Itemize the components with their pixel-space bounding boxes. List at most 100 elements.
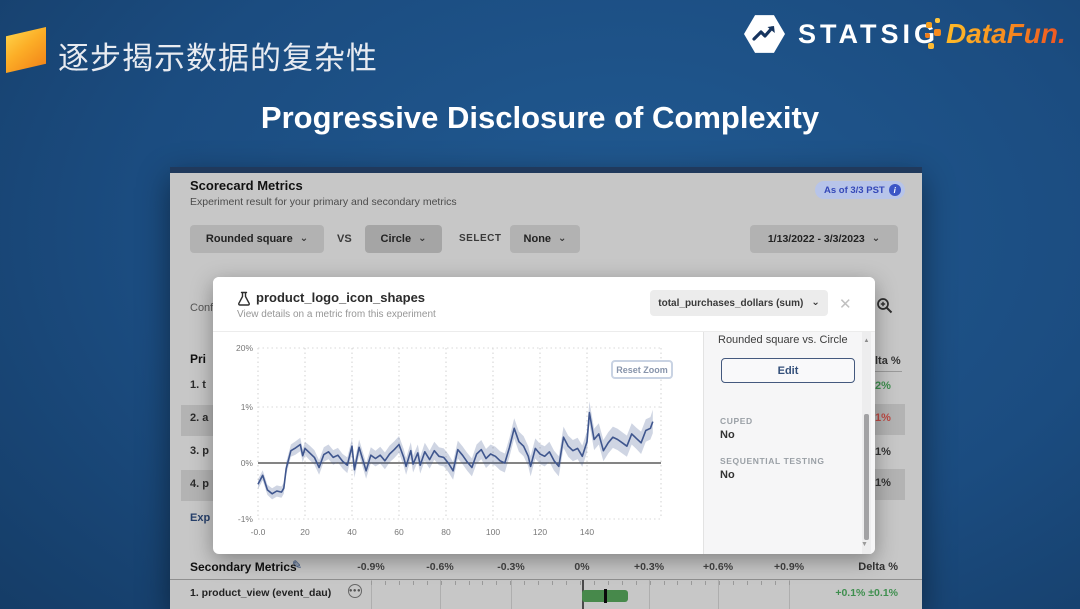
- accent-ribbon-shape: [6, 27, 46, 73]
- minor-tick: [398, 581, 400, 585]
- minor-tick: [733, 581, 735, 585]
- svg-text:60: 60: [394, 527, 404, 537]
- select-value: None: [523, 233, 552, 245]
- delta-value-clipped: 1%: [875, 446, 891, 458]
- row-options-icon[interactable]: ●●●: [348, 584, 362, 598]
- minor-tick: [593, 581, 595, 585]
- chevron-down-icon: ⌄: [418, 233, 427, 244]
- delta-value-clipped: 1%: [875, 412, 891, 424]
- row-highlight-band: [181, 470, 213, 501]
- primary-metrics-header-clipped: Pri: [190, 352, 207, 366]
- svg-text:20: 20: [300, 527, 310, 537]
- minor-tick: [454, 581, 456, 585]
- select-dropdown[interactable]: None ⌄: [510, 225, 580, 253]
- primary-metric-row[interactable]: 4. p: [190, 478, 209, 490]
- modal-subtitle: View details on a metric from this exper…: [237, 309, 436, 320]
- comparison-label: Rounded square vs. Circle: [718, 334, 848, 346]
- row-highlight-band: [875, 469, 905, 500]
- statsig-logo: STATSIG: [744, 13, 939, 55]
- edit-button[interactable]: Edit: [721, 358, 855, 383]
- delta-value-clipped: 1%: [875, 477, 891, 489]
- delta-value-clipped: 2%: [875, 380, 891, 392]
- sequential-testing-label: SEQUENTIAL TESTING: [720, 456, 825, 466]
- scrollbar-thumb[interactable]: [864, 414, 869, 540]
- svg-text:80: 80: [441, 527, 451, 537]
- secondary-row-name[interactable]: 1. product_view (event_dau): [190, 587, 332, 599]
- as-of-label: As of 3/3 PST: [824, 184, 885, 196]
- minor-tick: [371, 581, 372, 585]
- svg-text:120: 120: [533, 527, 547, 537]
- minor-tick: [705, 581, 707, 585]
- metric-select-value: total_purchases_dollars (sum): [658, 297, 804, 309]
- secondary-divider: [170, 579, 922, 580]
- metric-details-modal: product_logo_icon_shapes View details on…: [213, 277, 875, 554]
- minor-tick: [510, 581, 512, 585]
- minor-tick: [440, 581, 442, 585]
- flask-icon: [237, 291, 251, 310]
- svg-text:0%: 0%: [241, 458, 254, 468]
- grid-column-line: [718, 580, 719, 609]
- chevron-down-icon: ⌄: [299, 233, 309, 244]
- secondary-axis-tick-label: +0.9%: [773, 561, 805, 573]
- minor-tick: [566, 581, 568, 585]
- modal-title: product_logo_icon_shapes: [256, 290, 426, 305]
- svg-text:100: 100: [486, 527, 500, 537]
- reset-zoom-button[interactable]: Reset Zoom: [611, 360, 673, 379]
- panel-scrollbar[interactable]: ▲: [862, 332, 871, 554]
- close-icon[interactable]: ✕: [839, 296, 852, 313]
- as-of-badge[interactable]: As of 3/3 PST i: [815, 181, 905, 199]
- datafun-logo: DataFun.: [924, 14, 1066, 54]
- statsig-wordmark: STATSIG: [798, 18, 939, 49]
- minor-tick: [468, 581, 470, 585]
- chevron-down-icon: ⌄: [558, 233, 567, 244]
- export-link-clipped[interactable]: Exp: [190, 512, 211, 524]
- secondary-delta-header: Delta %: [858, 561, 898, 573]
- chevron-down-icon: ⌄: [871, 233, 881, 244]
- sequential-testing-value: No: [720, 469, 735, 481]
- minor-tick: [761, 581, 763, 585]
- secondary-axis-tick-label: +0.3%: [633, 561, 665, 573]
- secondary-axis-tick-label: +0.6%: [702, 561, 734, 573]
- primary-metric-row[interactable]: 1. t: [190, 379, 206, 391]
- delta-header-clipped: lta %: [875, 355, 901, 367]
- group-a-dropdown[interactable]: Rounded square ⌄: [190, 225, 324, 253]
- select-label: SELECT: [459, 233, 502, 244]
- group-b-dropdown[interactable]: Circle ⌄: [365, 225, 442, 253]
- chevron-down-icon: ⌄: [811, 297, 820, 308]
- confidence-label-clipped: Conf: [190, 302, 214, 314]
- group-a-label: Rounded square: [205, 233, 293, 245]
- minor-tick: [384, 581, 386, 585]
- minor-tick: [677, 581, 679, 585]
- row-highlight-band: [181, 405, 213, 436]
- metric-chart: 20% 1% 0% -1% -0.0 20 40 60 80 100 120 140: [236, 343, 662, 537]
- slide-title-en: Progressive Disclosure of Complexity: [260, 100, 820, 135]
- minor-tick: [412, 581, 414, 585]
- svg-text:140: 140: [580, 527, 594, 537]
- minor-tick: [426, 581, 428, 585]
- metric-select-dropdown[interactable]: total_purchases_dollars (sum) ⌄: [650, 290, 828, 316]
- scroll-down-icon[interactable]: ▼: [861, 541, 868, 548]
- minor-tick: [538, 581, 540, 585]
- svg-text:-1%: -1%: [238, 514, 254, 524]
- primary-metric-row[interactable]: 2. a: [190, 412, 209, 424]
- date-range-dropdown[interactable]: 1/13/2022 - 3/3/2023 ⌄: [750, 225, 898, 253]
- grid-column-line: [511, 580, 512, 609]
- screenshot-top-edge: [170, 167, 922, 173]
- secondary-axis-tick-label: -0.3%: [497, 561, 525, 573]
- minor-tick: [496, 581, 498, 585]
- zoom-in-icon[interactable]: [876, 297, 894, 318]
- minor-tick: [747, 581, 749, 585]
- scorecard-subtitle: Experiment result for your primary and s…: [190, 196, 457, 208]
- primary-metric-row[interactable]: 3. p: [190, 445, 209, 457]
- edit-pencil-icon[interactable]: ✎: [292, 558, 303, 572]
- delta-header-divider: [875, 371, 902, 372]
- scroll-up-icon[interactable]: ▲: [863, 338, 870, 344]
- minor-tick: [524, 581, 526, 585]
- grid-column-line: [649, 580, 650, 609]
- minor-tick: [788, 581, 790, 585]
- grid-column-line: [789, 580, 790, 609]
- secondary-axis-tick-label: 0%: [574, 561, 590, 573]
- info-icon[interactable]: i: [888, 184, 901, 196]
- group-b-label: Circle: [380, 233, 412, 245]
- svg-text:-0.0: -0.0: [251, 527, 266, 537]
